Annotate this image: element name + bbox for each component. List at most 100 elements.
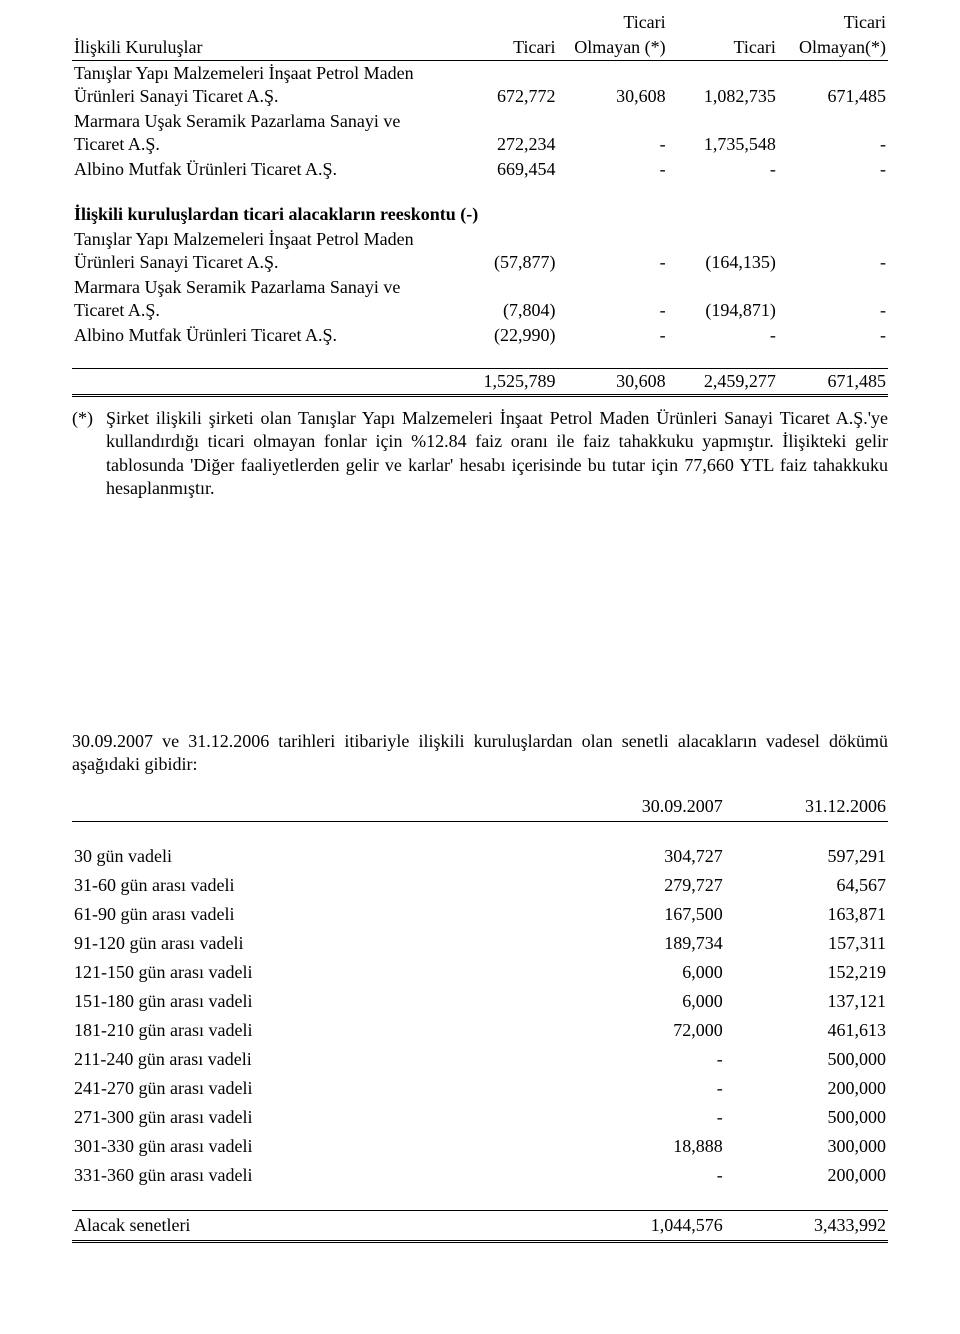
cell: 1,735,548 (668, 109, 778, 157)
cell: 597,291 (725, 842, 888, 871)
col3-header: Ticari (668, 35, 778, 61)
row-label: 331-360 gün arası vadeli (72, 1161, 562, 1190)
row-label: 241-270 gün arası vadeli (72, 1074, 562, 1103)
table-row: 30 gün vadeli 304,727 597,291 (72, 842, 888, 871)
row-label: Albino Mutfak Ürünleri Ticaret A.Ş. (72, 323, 447, 348)
cell: - (558, 323, 668, 348)
total-label: Alacak senetleri (72, 1211, 562, 1242)
table-row: 31-60 gün arası vadeli 279,727 64,567 (72, 871, 888, 900)
row-label: 211-240 gün arası vadeli (72, 1045, 562, 1074)
col4-header-b: Olmayan(*) (778, 35, 888, 61)
cell: (22,990) (447, 323, 557, 348)
table-row: Albino Mutfak Ürünleri Ticaret A.Ş. (22,… (72, 323, 888, 348)
cell: 137,121 (725, 987, 888, 1016)
cell: 64,567 (725, 871, 888, 900)
row-label: 121-150 gün arası vadeli (72, 958, 562, 987)
table-row: Tanışlar Yapı Malzemeleri İnşaat Petrol … (72, 227, 888, 275)
row-label: Albino Mutfak Ürünleri Ticaret A.Ş. (72, 157, 447, 182)
total: 30,608 (558, 369, 668, 396)
cell: 167,500 (562, 900, 725, 929)
related-parties-table: Ticari Ticari İlişkili Kuruluşlar Ticari… (72, 10, 888, 397)
row-label: 31-60 gün arası vadeli (72, 871, 562, 900)
footnote: (*) Şirket ilişkili şirketi olan Tanışla… (72, 407, 888, 499)
table-row: 61-90 gün arası vadeli 167,500 163,871 (72, 900, 888, 929)
table-row: 331-360 gün arası vadeli - 200,000 (72, 1161, 888, 1190)
table-row: 181-210 gün arası vadeli 72,000 461,613 (72, 1016, 888, 1045)
cell: 157,311 (725, 929, 888, 958)
total: 2,459,277 (668, 369, 778, 396)
cell: - (668, 323, 778, 348)
total: 671,485 (778, 369, 888, 396)
cell: 279,727 (562, 871, 725, 900)
table-row: 121-150 gün arası vadeli 6,000 152,219 (72, 958, 888, 987)
row-label: 301-330 gün arası vadeli (72, 1132, 562, 1161)
row-label: Marmara Uşak Seramik Pazarlama Sanayi ve… (72, 275, 447, 323)
cell: - (562, 1045, 725, 1074)
cell: 272,234 (447, 109, 557, 157)
cell: - (558, 109, 668, 157)
cell: (7,804) (447, 275, 557, 323)
total: 1,044,576 (562, 1211, 725, 1242)
sub-heading: İlişkili kuruluşlardan ticari alacakları… (72, 202, 888, 227)
table-row: 211-240 gün arası vadeli - 500,000 (72, 1045, 888, 1074)
table-row: 241-270 gün arası vadeli - 200,000 (72, 1074, 888, 1103)
maturity-paragraph: 30.09.2007 ve 31.12.2006 tarihleri itiba… (72, 730, 888, 776)
cell: 6,000 (562, 987, 725, 1016)
cell: 669,454 (447, 157, 557, 182)
cell: 18,888 (562, 1132, 725, 1161)
cell: - (668, 157, 778, 182)
cell: 200,000 (725, 1161, 888, 1190)
maturity-table: 30.09.2007 31.12.2006 30 gün vadeli 304,… (72, 792, 888, 1243)
cell: - (778, 109, 888, 157)
cell: - (778, 157, 888, 182)
cell: 1,082,735 (668, 61, 778, 110)
table-row: 151-180 gün arası vadeli 6,000 137,121 (72, 987, 888, 1016)
cell: 200,000 (725, 1074, 888, 1103)
total: 1,525,789 (447, 369, 557, 396)
cell: - (558, 227, 668, 275)
cell: (194,871) (668, 275, 778, 323)
cell: 300,000 (725, 1132, 888, 1161)
row-label: Tanışlar Yapı Malzemeleri İnşaat Petrol … (72, 227, 447, 275)
table-row: 91-120 gün arası vadeli 189,734 157,311 (72, 929, 888, 958)
cell: - (562, 1161, 725, 1190)
row-label: Tanışlar Yapı Malzemeleri İnşaat Petrol … (72, 61, 447, 110)
footnote-mark: (*) (72, 407, 106, 499)
cell: - (778, 323, 888, 348)
row-label: 91-120 gün arası vadeli (72, 929, 562, 958)
cell: 672,772 (447, 61, 557, 110)
totals-row: Alacak senetleri 1,044,576 3,433,992 (72, 1211, 888, 1242)
cell: - (558, 275, 668, 323)
cell: 189,734 (562, 929, 725, 958)
col2-header-b: Olmayan (*) (558, 35, 668, 61)
cell: - (778, 227, 888, 275)
table-row: 301-330 gün arası vadeli 18,888 300,000 (72, 1132, 888, 1161)
cell: 6,000 (562, 958, 725, 987)
table-row: 271-300 gün arası vadeli - 500,000 (72, 1103, 888, 1132)
row-label: 181-210 gün arası vadeli (72, 1016, 562, 1045)
cell: - (778, 275, 888, 323)
cell: - (558, 157, 668, 182)
cell: 461,613 (725, 1016, 888, 1045)
cell: (57,877) (447, 227, 557, 275)
col-header: 30.09.2007 (562, 792, 725, 822)
table-row: Tanışlar Yapı Malzemeleri İnşaat Petrol … (72, 61, 888, 110)
row-label: 61-90 gün arası vadeli (72, 900, 562, 929)
cell: 30,608 (558, 61, 668, 110)
cell: (164,135) (668, 227, 778, 275)
row-label: 271-300 gün arası vadeli (72, 1103, 562, 1132)
cell: 304,727 (562, 842, 725, 871)
cell: 671,485 (778, 61, 888, 110)
footnote-text: Şirket ilişkili şirketi olan Tanışlar Ya… (106, 407, 888, 499)
table-row: Marmara Uşak Seramik Pazarlama Sanayi ve… (72, 275, 888, 323)
col-header: 31.12.2006 (725, 792, 888, 822)
table-row: Marmara Uşak Seramik Pazarlama Sanayi ve… (72, 109, 888, 157)
cell: 152,219 (725, 958, 888, 987)
row-label: 30 gün vadeli (72, 842, 562, 871)
cell: 500,000 (725, 1103, 888, 1132)
cell: 72,000 (562, 1016, 725, 1045)
totals-row: 1,525,789 30,608 2,459,277 671,485 (72, 369, 888, 396)
col2-header-a: Ticari (558, 10, 668, 35)
cell: - (562, 1103, 725, 1132)
row-label: 151-180 gün arası vadeli (72, 987, 562, 1016)
